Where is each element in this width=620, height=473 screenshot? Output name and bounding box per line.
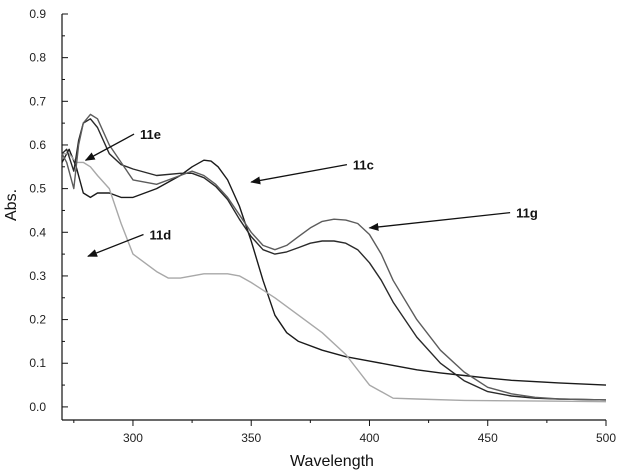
x-tick-label: 500 — [596, 431, 616, 445]
y-tick-label: 0.9 — [29, 7, 46, 21]
series-line-11e — [62, 119, 606, 400]
x-tick-label: 350 — [241, 431, 261, 445]
annotation-label-11g: 11g — [516, 206, 538, 221]
y-tick-label: 0.3 — [29, 269, 46, 283]
y-tick-label: 0.6 — [29, 138, 46, 152]
y-tick-label: 0.2 — [29, 313, 46, 327]
annotation-label-11e: 11e — [140, 127, 161, 142]
series-line-11g — [62, 114, 606, 400]
annotation-label-11c: 11c — [353, 158, 374, 173]
annotation-arrow-11g — [369, 213, 510, 228]
x-tick-label: 300 — [123, 431, 143, 445]
y-tick-label: 0.8 — [29, 51, 46, 65]
annotation-layer: 11e 11c 11d 11g — [86, 127, 538, 256]
y-tick-label: 0.4 — [29, 225, 46, 239]
annotation-arrow-11e — [86, 134, 134, 160]
x-axis-title: Wavelength — [290, 453, 374, 470]
plot-axes: 0.0 0.1 0.2 0.3 0.4 0.5 0.6 0.7 0.8 0.9 300 350 400 4… — [29, 7, 616, 445]
annotation-arrow-11c — [251, 165, 347, 182]
y-tick-label: 0.0 — [29, 400, 46, 414]
x-tick-label: 400 — [359, 431, 379, 445]
annotation-arrow-11d — [88, 234, 143, 256]
chart: 0.0 0.1 0.2 0.3 0.4 0.5 0.6 0.7 0.8 0.9 300 350 400 4… — [0, 0, 620, 473]
series-layer — [62, 114, 606, 401]
series-line-11c — [62, 149, 606, 385]
y-tick-label: 0.1 — [29, 356, 46, 370]
series-line-11d — [62, 154, 606, 402]
y-axis-title: Abs. — [3, 189, 20, 221]
annotation-label-11d: 11d — [150, 227, 172, 242]
y-tick-label: 0.5 — [29, 182, 46, 196]
y-tick-label: 0.7 — [29, 94, 46, 108]
x-tick-label: 450 — [478, 431, 498, 445]
